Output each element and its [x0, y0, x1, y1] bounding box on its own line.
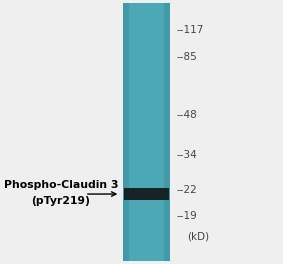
Text: --19: --19 [177, 211, 198, 221]
Bar [123, 3, 129, 261]
Text: --22: --22 [177, 185, 198, 195]
Text: Phospho-Claudin 3: Phospho-Claudin 3 [4, 180, 118, 190]
Bar [123, 3, 170, 261]
Text: (pTyr219): (pTyr219) [31, 196, 90, 206]
Text: --34: --34 [177, 150, 198, 160]
Bar [164, 3, 170, 261]
Text: --117: --117 [177, 25, 204, 35]
Text: --85: --85 [177, 52, 198, 62]
Text: --48: --48 [177, 110, 198, 120]
Bar [124, 188, 169, 200]
Text: (kD): (kD) [187, 231, 209, 241]
